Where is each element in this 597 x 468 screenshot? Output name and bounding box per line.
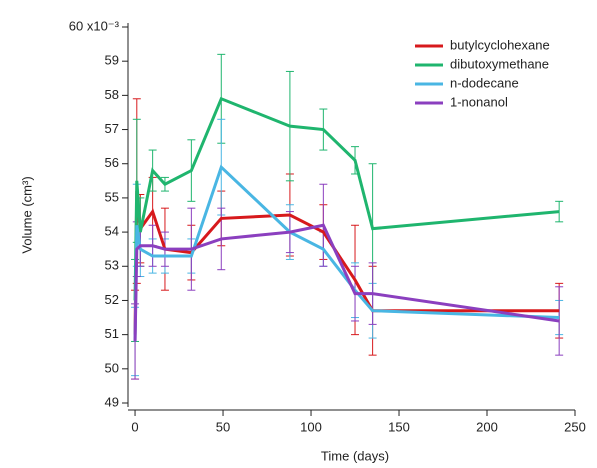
x-tick-label: 50 xyxy=(216,419,230,434)
x-tick-label: 150 xyxy=(388,419,410,434)
legend-label: n-dodecane xyxy=(450,75,519,90)
x-tick-label: 200 xyxy=(476,419,498,434)
y-tick-label: 56 xyxy=(105,155,119,170)
y-tick-label: 50 xyxy=(105,360,119,375)
y-axis-label: Volume (cm³) xyxy=(19,176,34,253)
series-line xyxy=(133,164,560,342)
legend-label: butylcyclohexane xyxy=(450,37,550,52)
series-line xyxy=(133,96,560,301)
x-axis-label: Time (days) xyxy=(321,448,389,463)
y-tick-label: 53 xyxy=(105,258,119,273)
y-tick-label: 58 xyxy=(105,87,119,102)
x-tick-label: 250 xyxy=(564,419,586,434)
y-tick-label: 55 xyxy=(105,189,119,204)
y-tick-label: 57 xyxy=(105,121,119,136)
x-tick-label: 0 xyxy=(131,419,138,434)
y-tick-label: 59 xyxy=(105,53,119,68)
y-tick-label: 54 xyxy=(105,224,119,239)
y-tick-label: 60 x10⁻³ xyxy=(69,18,120,33)
x-tick-label: 100 xyxy=(300,419,322,434)
y-tick-label: 49 xyxy=(105,394,119,409)
legend-label: 1-nonanol xyxy=(450,94,508,109)
series-line xyxy=(133,223,560,342)
y-tick-label: 51 xyxy=(105,326,119,341)
legend-label: dibutoxymethane xyxy=(450,56,549,71)
y-tick-label: 52 xyxy=(105,292,119,307)
